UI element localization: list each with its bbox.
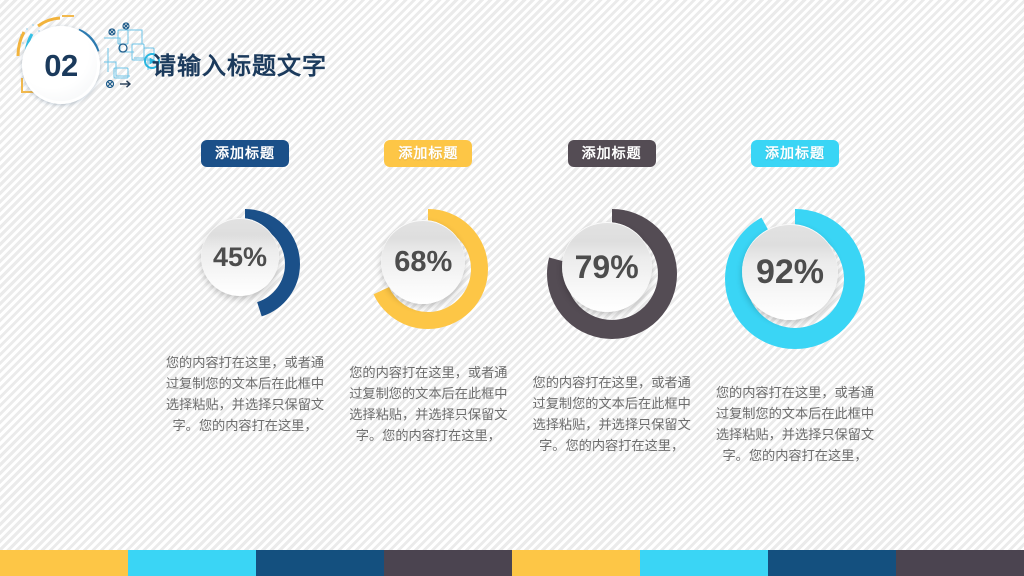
- footer-segment-7: [896, 550, 1024, 576]
- section-number-badge: 02: [22, 26, 100, 104]
- donut-chart-1: 68%: [368, 209, 489, 329]
- page-header: 02 请输入标题文字: [0, 0, 1024, 118]
- card-title-badge-1[interactable]: 添加标题: [384, 140, 473, 167]
- donut-chart-0: 45%: [190, 209, 300, 319]
- card-title-badge-3[interactable]: 添加标题: [750, 140, 839, 167]
- donut-center-3: 92%: [741, 224, 838, 320]
- donut-percent-label-0: 45%: [212, 241, 268, 272]
- donut-percent-label-2: 79%: [574, 249, 639, 285]
- donut-center-1: 68%: [381, 220, 466, 304]
- donut-chart-2: 79%: [546, 209, 677, 339]
- card-title-badge-0[interactable]: 添加标题: [201, 140, 289, 167]
- donut-ring-3: [724, 209, 865, 349]
- section-number-text: 02: [44, 47, 78, 83]
- cards-row: 添加标题 45% 您的内容打在这里，或者通过复制您的文本后在此框中选择粘贴，并选…: [160, 140, 880, 467]
- footer-segment-1: [128, 550, 256, 576]
- card-body-text-3: 您的内容打在这里，或者通过复制您的文本后在此框中选择粘贴，并选择只保留文字。您的…: [715, 386, 875, 464]
- stat-card: 添加标题 68% 您的内容打在这里，或者通过复制您的文本后在此框中选择粘贴，并选…: [343, 140, 513, 467]
- footer-segment-4: [512, 550, 640, 576]
- donut-ring-0: [190, 209, 300, 319]
- footer-segment-2: [256, 550, 384, 576]
- donut-percent-label-1: 68%: [394, 245, 453, 278]
- stat-card: 添加标题 92% 您的内容打在这里，或者通过复制您的文本后在此框中选择粘贴，并选…: [710, 140, 880, 467]
- page-title: 请输入标题文字: [152, 53, 327, 80]
- card-body-text-0: 您的内容打在这里，或者通过复制您的文本后在此框中选择粘贴，并选择只保留文字。您的…: [165, 356, 325, 434]
- card-body-text-1: 您的内容打在这里，或者通过复制您的文本后在此框中选择粘贴，并选择只保留文字。您的…: [349, 366, 508, 444]
- donut-center-2: 79%: [561, 222, 652, 312]
- footer-segment-6: [768, 550, 896, 576]
- donut-ring-2: [546, 209, 677, 339]
- footer-segment-0: [0, 550, 128, 576]
- footer-color-bar: [0, 550, 1024, 576]
- footer-segment-5: [640, 550, 768, 576]
- footer-segment-3: [384, 550, 512, 576]
- card-title-badge-2[interactable]: 添加标题: [567, 140, 656, 167]
- stat-card: 添加标题 79% 您的内容打在这里，或者通过复制您的文本后在此框中选择粘贴，并选…: [527, 140, 697, 467]
- donut-center-0: 45%: [201, 218, 279, 296]
- donut-percent-label-3: 92%: [755, 253, 825, 291]
- donut-chart-3: 92%: [724, 209, 865, 349]
- stat-card: 添加标题 45% 您的内容打在这里，或者通过复制您的文本后在此框中选择粘贴，并选…: [160, 140, 330, 467]
- card-body-text-2: 您的内容打在这里，或者通过复制您的文本后在此框中选择粘贴，并选择只保留文字。您的…: [532, 376, 691, 454]
- donut-ring-1: [368, 209, 489, 329]
